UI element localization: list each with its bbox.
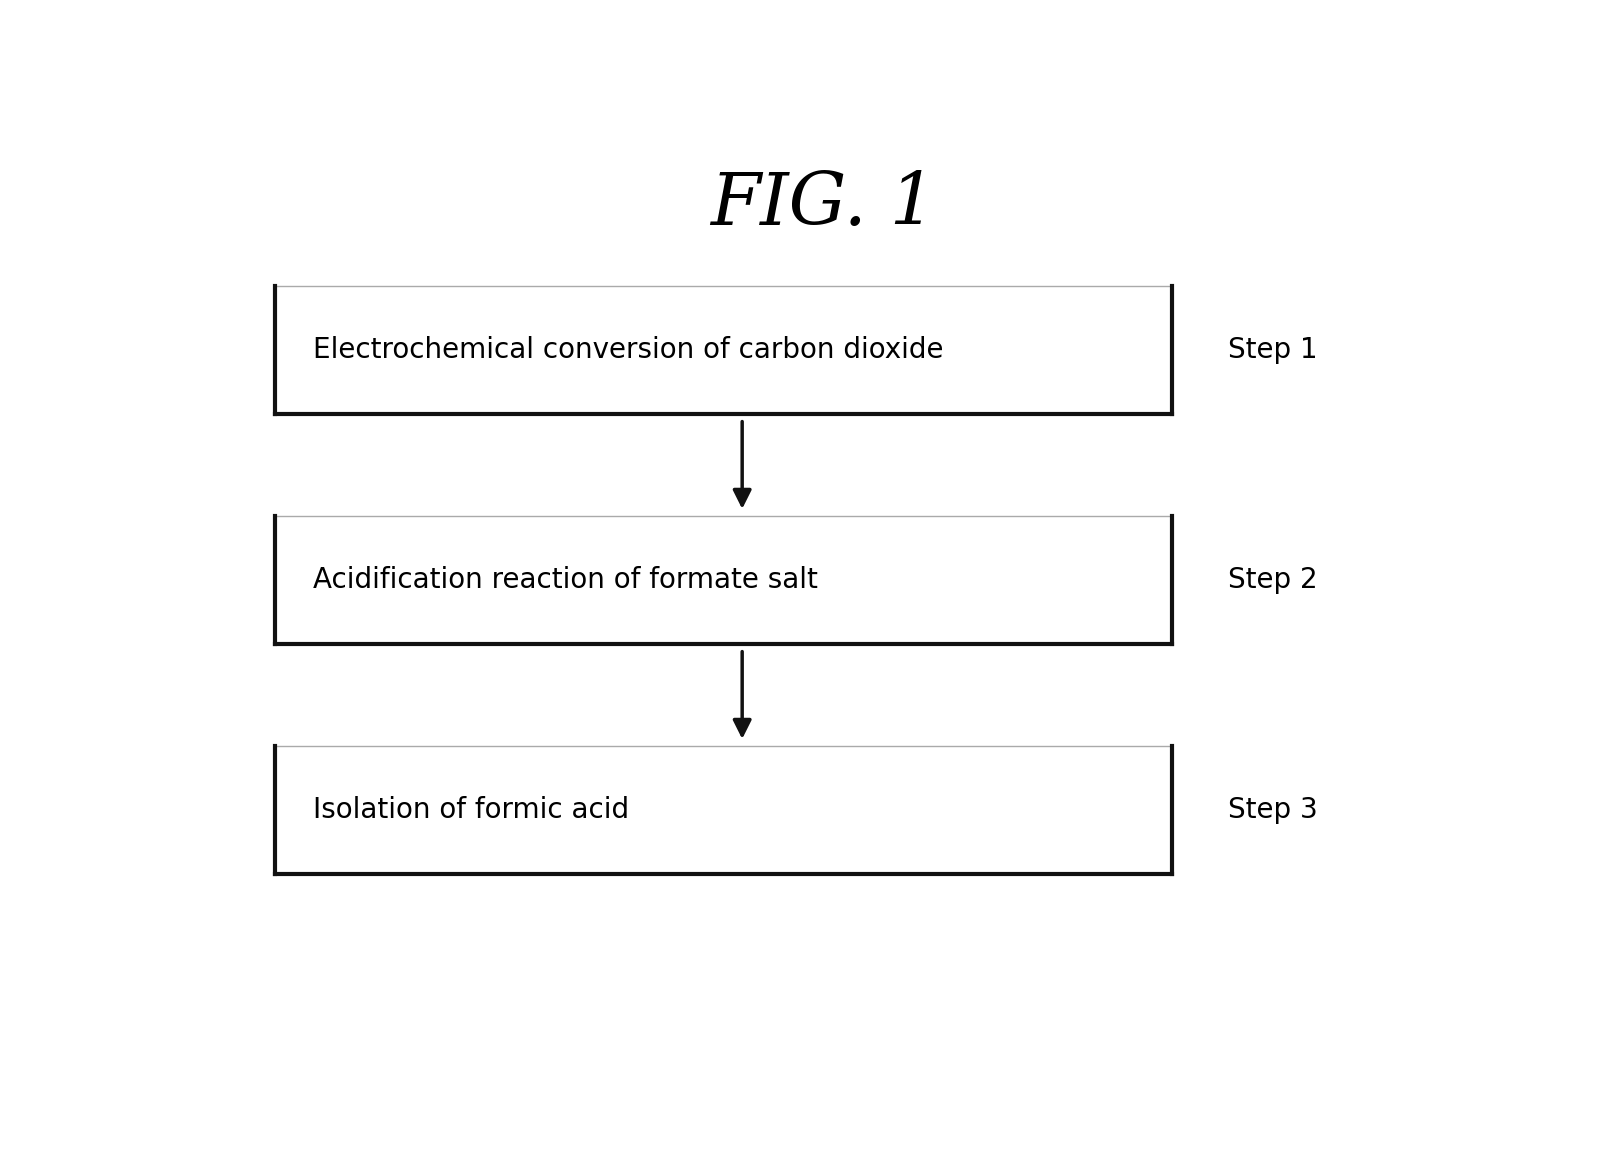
Text: Acidification reaction of formate salt: Acidification reaction of formate salt (313, 566, 817, 594)
Bar (276, 516, 1170, 645)
Text: Step 2: Step 2 (1226, 566, 1316, 594)
Bar (276, 746, 1170, 874)
Text: FIG. 1: FIG. 1 (709, 169, 936, 239)
Bar (276, 286, 1170, 415)
Text: Step 3: Step 3 (1226, 796, 1316, 824)
Text: Electrochemical conversion of carbon dioxide: Electrochemical conversion of carbon dio… (313, 337, 942, 364)
Text: Isolation of formic acid: Isolation of formic acid (313, 796, 629, 824)
Text: Step 1: Step 1 (1226, 337, 1316, 364)
